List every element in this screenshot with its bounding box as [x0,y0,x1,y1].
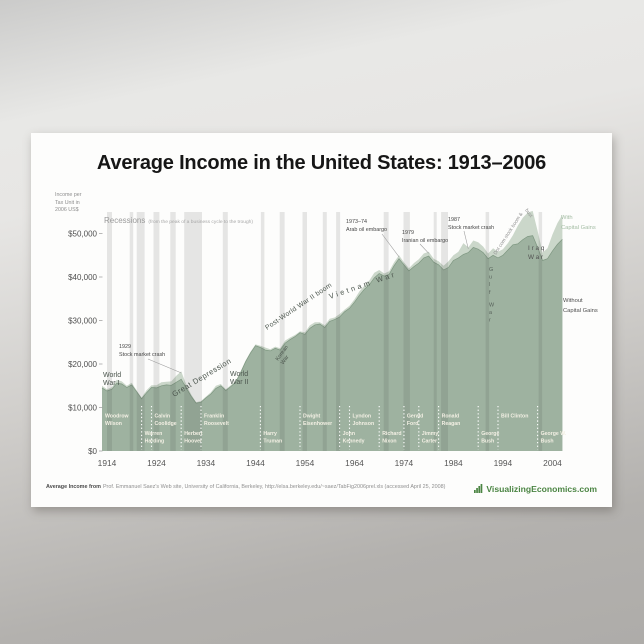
legend-without-capital-gains: Without Capital Gains [563,297,598,316]
recession-band [403,212,410,451]
poster-footer: Average Income from Prof. Emmanuel Saez's… [46,484,597,494]
president-label: Woodrow Wilson [105,414,129,428]
event-label-embargo-1979: 1979 Iranian oil embargo [402,230,448,244]
event-pointer-line [381,233,400,257]
y-axis-tick-label: $50,000 [68,229,97,238]
recession-band [260,212,265,451]
event-label-crash-1929: 1929 Stock market crash [119,344,165,358]
brand-name: VisualizingEconomics.com [486,484,597,494]
recession-band [107,212,112,451]
y-axis-unit-line: 2006 US$ [55,207,79,214]
recession-band [170,212,176,451]
legend-line: With [561,215,573,221]
president-label: Warren Harding [145,431,165,445]
president-label: Gerald Ford [407,414,423,428]
president-label: John Kennedy [343,431,365,445]
x-axis-tick-label: 1934 [197,458,216,468]
president-label: George Bush [481,431,499,445]
y-axis-unit-line: Tax Unit in [55,199,80,206]
president-label: Jimmy Carter [422,431,439,445]
x-axis-tick-label: 1914 [98,458,117,468]
x-axis-tick-label: 1944 [246,458,265,468]
president-label: George W. Bush [541,431,567,445]
recession-band [184,212,202,451]
era-label-dotcom-bust: bust [523,208,534,220]
x-axis-tick-label: 1924 [147,458,166,468]
recession-band [136,212,145,451]
recession-band [222,212,228,451]
era-label-wwii: World War II [230,371,248,386]
recessions-sublabel: (from the peak of a business cycle to th… [148,220,254,225]
event-pointer-line [463,230,469,249]
recession-band [441,212,448,451]
recession-band [538,212,543,451]
recession-band [383,212,389,451]
recession-band [129,212,134,451]
recession-band [322,212,327,451]
y-axis-unit-label: Income per Tax Unit in 2006 US$ [55,192,82,215]
source-prefix: Average Income from [46,484,101,490]
recession-band [433,212,437,451]
recessions-label: Recessions [104,216,146,225]
x-axis-tick-label: 1954 [296,458,315,468]
president-label: Dwight Eisenhower [303,414,332,428]
recession-band [279,212,285,451]
y-axis-tick-label: $40,000 [68,273,97,282]
source-text: Prof. Emmanuel Saez's Web site, Universi… [102,484,446,490]
y-axis-tick-label: $30,000 [68,316,97,325]
area-without-top-edge [101,235,563,404]
poster-title: Average Income in the United States: 191… [96,152,547,174]
recession-band [336,212,341,451]
event-label-crash-1987: 1987 Stock market crash [448,217,494,231]
legend-with-capital-gains: With Capital Gains [561,214,596,233]
recession-band [302,212,307,451]
president-label: Calvin Coolidge [155,414,177,428]
area-without-capital-gains [102,235,563,451]
recessions-header: Recessions (from the peak of a business c… [104,216,253,225]
legend-line: Capital Gains [563,307,598,314]
president-label: Harry Truman [263,431,282,445]
president-label: Bill Clinton [501,414,528,420]
source-note: Average Income from Prof. Emmanuel Saez's… [46,484,445,490]
x-axis-tick-label: 1994 [494,458,513,468]
y-axis-tick-label: $10,000 [68,403,97,412]
brand-logo: VisualizingEconomics.com [474,484,597,494]
recession-band [153,212,160,451]
poster: $50,000 $40,000 $30,000 $20,000 $10,000 $0 191… [31,133,612,507]
x-axis-tick-label: 1984 [444,458,463,468]
x-axis-tick-label: 1974 [395,458,414,468]
president-label: Ronald Reagan [442,414,461,428]
legend-line: Without [563,298,583,304]
x-axis-tick-label: 2004 [543,458,562,468]
y-axis-tick-label: $0 [88,447,97,456]
event-label-embargo-1973: 1973–74 Arab oil embargo [346,219,387,233]
president-label: Lyndon Johnson [353,414,375,428]
president-label: Franklin Roosevelt [204,414,229,428]
income-area-chart: $50,000 $40,000 $30,000 $20,000 $10,000 $0191… [68,208,567,468]
event-pointer-line [147,358,182,374]
president-label: Herbert Hoover [184,431,203,445]
era-label-iraq-war: Iraq War [528,245,546,261]
recession-band [485,212,490,451]
y-axis-tick-label: $20,000 [68,360,97,369]
x-axis-tick-label: 1964 [345,458,364,468]
y-axis-unit-line: Income per [55,192,82,198]
era-label-wwi: World War I [103,372,121,387]
president-label: Richard Nixon [382,431,401,445]
legend-line: Capital Gains [561,224,596,231]
event-pointer-line [419,243,429,254]
bar-chart-icon [474,484,483,493]
